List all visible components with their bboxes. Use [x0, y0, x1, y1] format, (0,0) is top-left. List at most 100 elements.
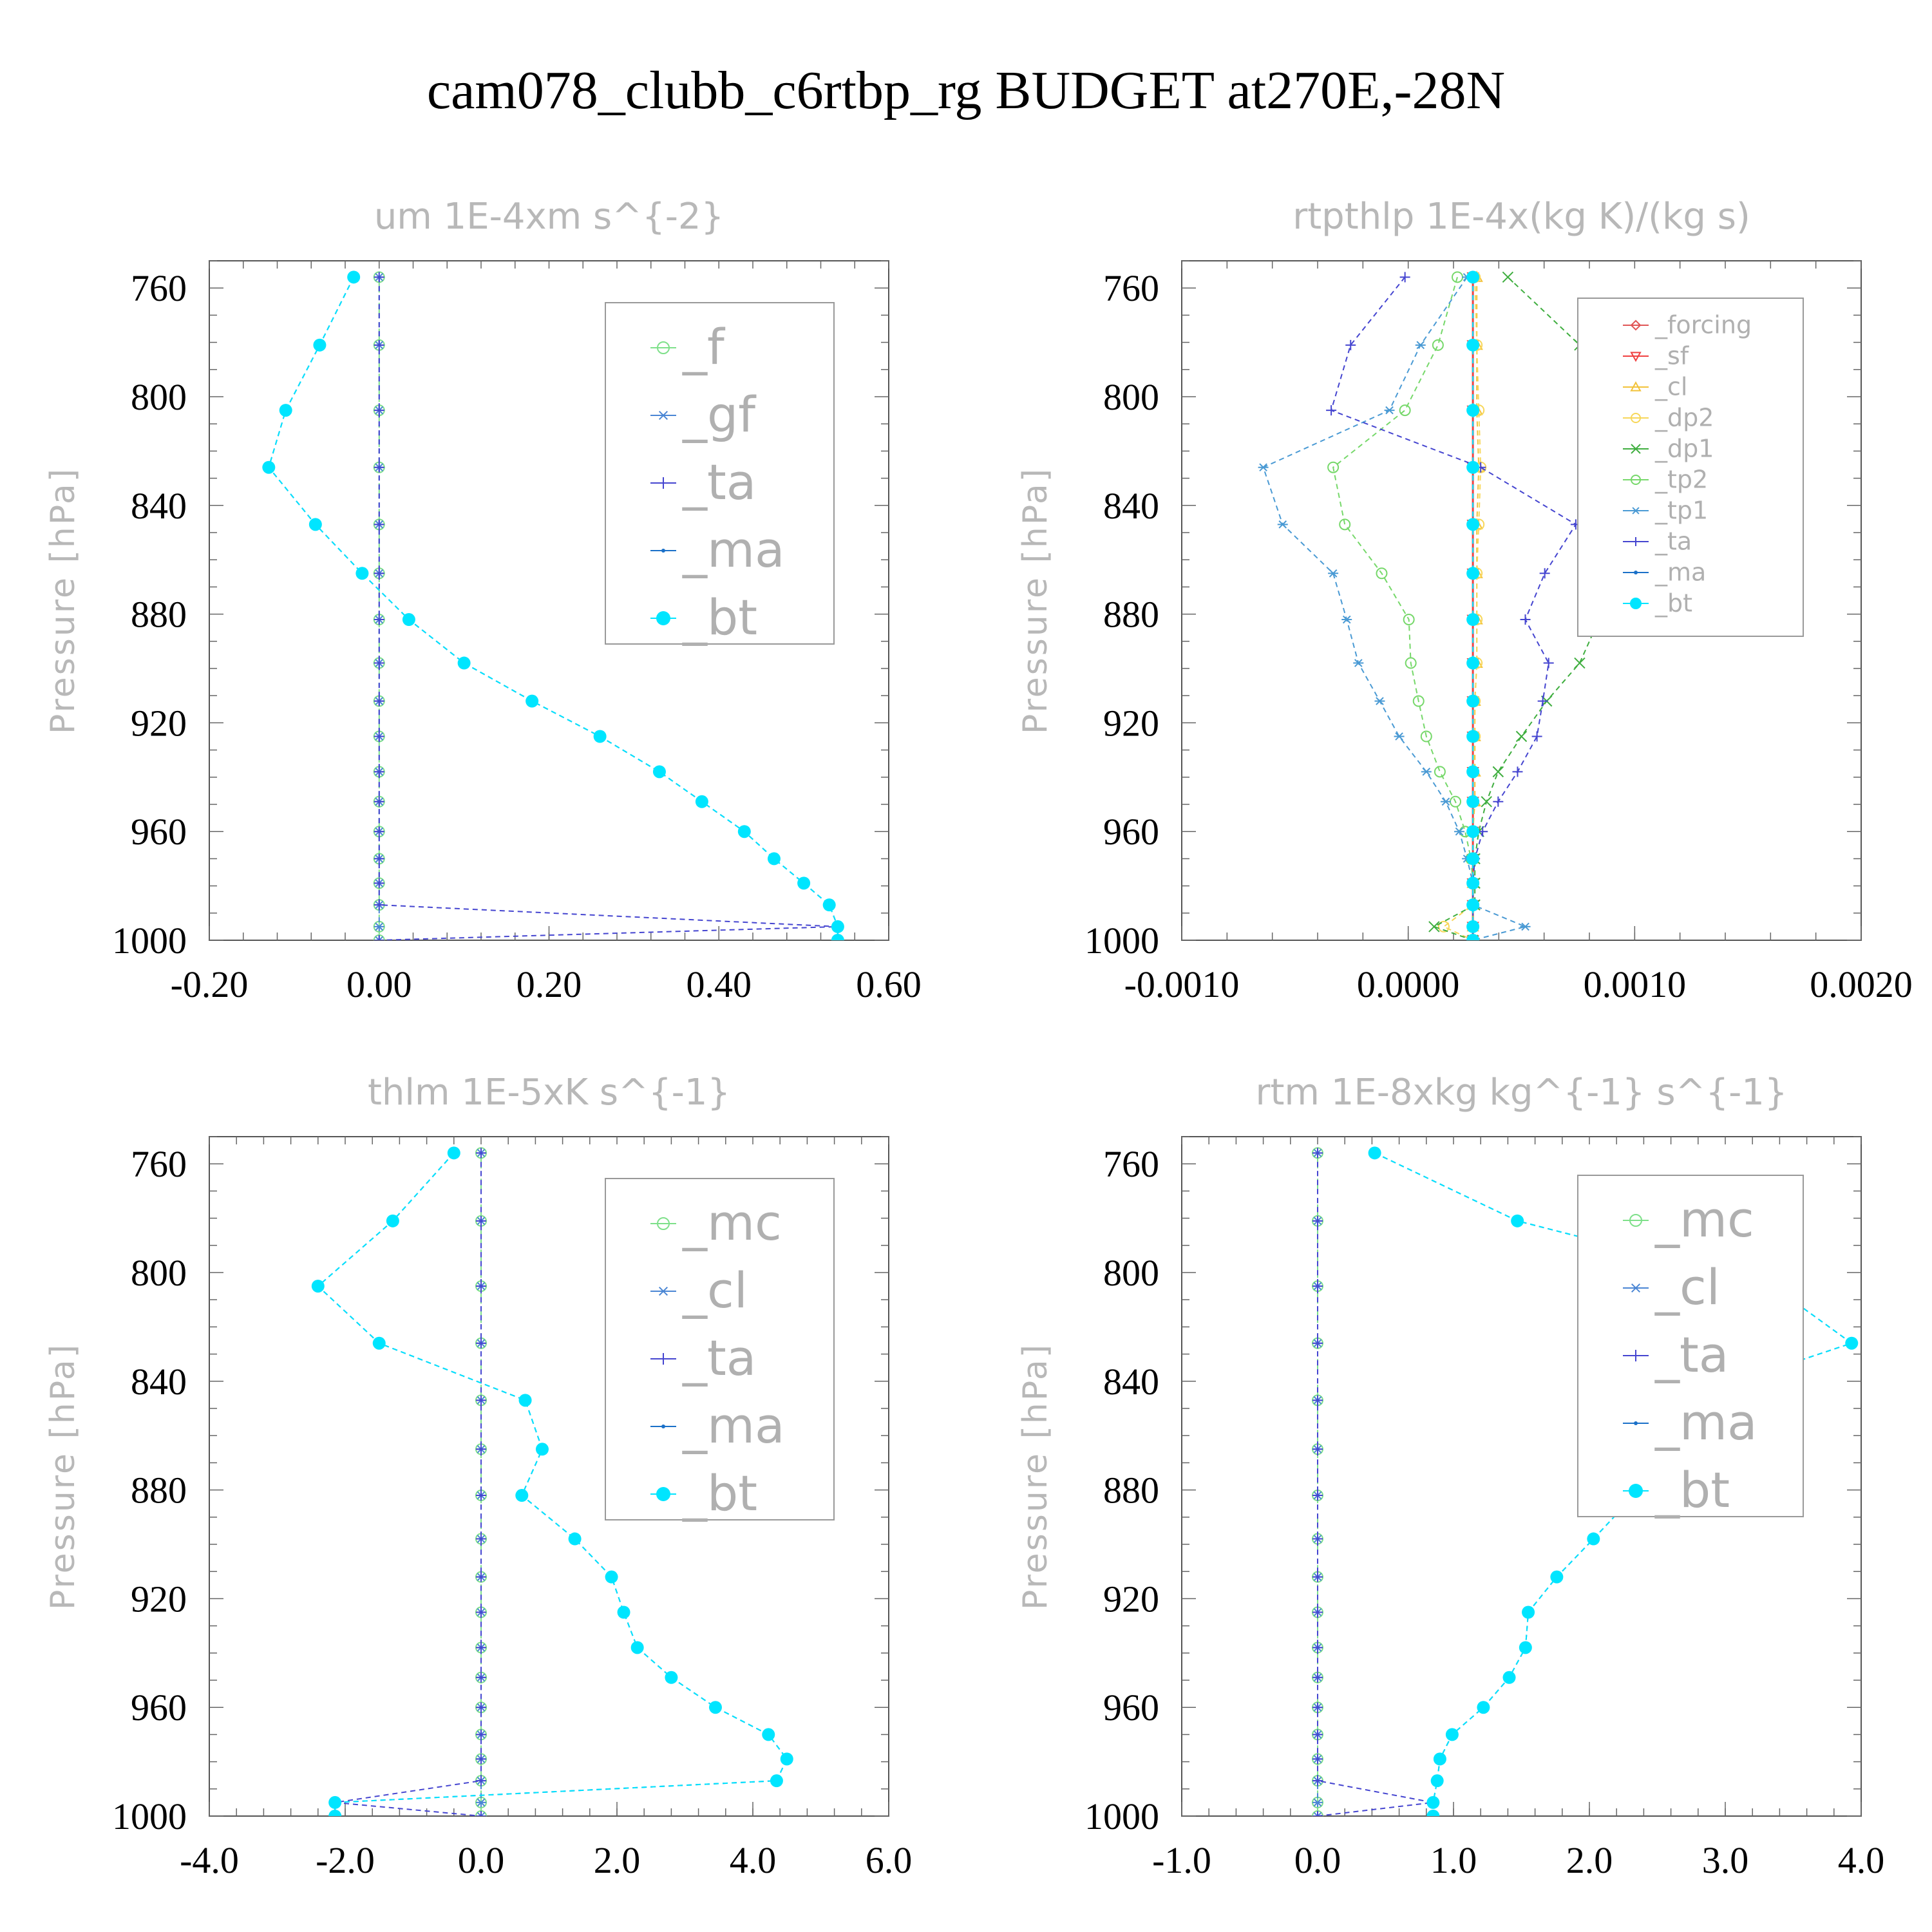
series-ta: [1326, 272, 1581, 940]
data-point: [311, 1280, 325, 1293]
data-point: [535, 1443, 549, 1456]
panel-title: um 1E-4xm s^{-2}: [374, 196, 724, 238]
series-bt: [262, 270, 844, 940]
legend-item-tp1: _tp1: [1623, 497, 1708, 525]
legend-marker: [658, 477, 669, 489]
legend-marker: [1629, 1484, 1643, 1498]
data-point: [1492, 766, 1504, 778]
x-tick-label: 0.40: [687, 963, 752, 1005]
data-point: [374, 878, 384, 889]
y-tick-label: 760: [1103, 1143, 1159, 1185]
data-point: [1353, 659, 1364, 667]
x-tick-label: -2.0: [316, 1839, 375, 1881]
y-tick-label: 920: [131, 1578, 187, 1620]
legend-item-dp2: _dp2: [1623, 404, 1714, 432]
y-tick-label: 920: [1103, 702, 1159, 744]
data-point: [374, 935, 384, 940]
legend-label: _bt: [682, 589, 757, 646]
legend-item-cl: _cl: [1623, 1258, 1720, 1316]
y-tick-label: 840: [1103, 485, 1159, 527]
data-point: [1515, 730, 1528, 743]
legend-marker: [658, 410, 669, 421]
legend-label: _mc: [1654, 1191, 1754, 1248]
data-point: [1403, 614, 1415, 626]
legend: _f _gf _ta _ma _bt: [605, 302, 835, 646]
data-point: [374, 853, 384, 864]
data-point: [1312, 1215, 1323, 1226]
x-tick-label: -0.0010: [1124, 963, 1240, 1005]
legend-marker: [1631, 444, 1641, 454]
data-point: [1434, 766, 1446, 778]
series-tp2: [1327, 271, 1479, 940]
data-point: [374, 766, 384, 777]
legend-marker: [1631, 475, 1641, 485]
data-point: [457, 656, 471, 670]
legend-box: [1577, 1175, 1804, 1517]
data-point: [1312, 1338, 1323, 1349]
data-point: [476, 1776, 486, 1786]
series-line: [1472, 277, 1480, 940]
data-point: [1502, 1671, 1516, 1684]
data-point: [1445, 1728, 1459, 1741]
x-tick-label: -1.0: [1152, 1839, 1211, 1881]
data-point: [1543, 658, 1554, 668]
legend-item-dp1: _dp1: [1623, 435, 1714, 463]
data-point: [402, 613, 415, 627]
data-point: [1312, 1571, 1323, 1582]
series-f: [373, 271, 385, 940]
legend-item-f: _f: [650, 318, 726, 375]
data-point: [476, 1281, 486, 1292]
legend-item-ma: _ma: [1623, 558, 1706, 587]
series-ta: [330, 1148, 486, 1816]
data-point: [822, 898, 836, 912]
y-axis-label: Pressure [hPa]: [44, 467, 82, 734]
data-point: [1531, 731, 1542, 742]
data-point: [515, 1489, 529, 1502]
data-point: [1539, 568, 1550, 579]
data-point: [1312, 1811, 1323, 1816]
x-tick-label: 6.0: [866, 1839, 913, 1881]
data-point: [568, 1532, 582, 1546]
x-tick-label: 0.60: [856, 963, 922, 1005]
legend-item-mc: _mc: [1623, 1191, 1754, 1248]
data-point: [1519, 1641, 1532, 1654]
data-point: [1466, 694, 1480, 708]
legend-label: _bt: [1654, 589, 1692, 618]
legend-item-ta: _ta: [1623, 1326, 1728, 1383]
data-point: [1522, 1605, 1535, 1619]
data-point: [1421, 768, 1432, 776]
legend-item-bt: _bt: [650, 589, 757, 646]
data-point: [1466, 765, 1480, 779]
x-tick-label: 2.0: [1566, 1839, 1613, 1881]
data-point: [695, 795, 708, 808]
data-point: [652, 765, 666, 779]
legend-item-sf: _sf: [1623, 342, 1690, 370]
legend-marker: [1629, 1214, 1642, 1227]
data-point: [1328, 569, 1339, 578]
legend: _forcing _sf _cl _dp2 _dp1 _tp2 _tp1_ta_ma_bt: [1577, 298, 1804, 637]
legend-item-bt: _bt: [650, 1464, 757, 1522]
data-point: [374, 568, 384, 579]
data-point: [1312, 1148, 1323, 1159]
series-line: [1317, 1153, 1434, 1816]
y-axis-label: Pressure [hPa]: [44, 1343, 82, 1610]
data-point: [1550, 1570, 1564, 1584]
data-point: [1481, 796, 1492, 808]
data-area: [311, 1146, 793, 1816]
y-tick-label: 800: [131, 1252, 187, 1294]
legend-marker: [1630, 1283, 1642, 1293]
data-point: [1412, 695, 1425, 707]
data-point: [374, 900, 384, 911]
data-point: [1520, 614, 1531, 625]
series-bt: [1466, 270, 1480, 940]
data-point: [476, 1490, 486, 1501]
panels: um 1E-4xm s^{-2} Pressure [hPa] 760 800 840 8…: [44, 196, 1913, 1881]
data-point: [476, 1444, 486, 1455]
data-point: [1512, 766, 1523, 777]
legend-label: _forcing: [1654, 311, 1752, 339]
legend-marker: [1630, 381, 1642, 392]
y-tick-label: 1000: [112, 920, 187, 961]
data-point: [1466, 567, 1480, 580]
data-point: [1466, 825, 1480, 838]
